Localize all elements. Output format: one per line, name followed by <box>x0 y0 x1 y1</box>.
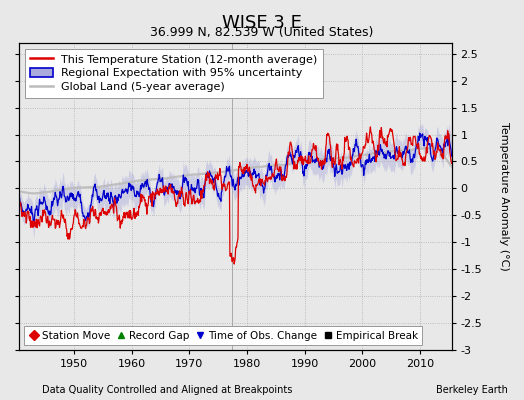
Y-axis label: Temperature Anomaly (°C): Temperature Anomaly (°C) <box>499 122 509 271</box>
Text: WISE 3 E: WISE 3 E <box>222 14 302 32</box>
Legend: Station Move, Record Gap, Time of Obs. Change, Empirical Break: Station Move, Record Gap, Time of Obs. C… <box>25 326 422 345</box>
Text: 36.999 N, 82.539 W (United States): 36.999 N, 82.539 W (United States) <box>150 26 374 39</box>
Text: Data Quality Controlled and Aligned at Breakpoints: Data Quality Controlled and Aligned at B… <box>42 385 292 395</box>
Text: Berkeley Earth: Berkeley Earth <box>436 385 508 395</box>
